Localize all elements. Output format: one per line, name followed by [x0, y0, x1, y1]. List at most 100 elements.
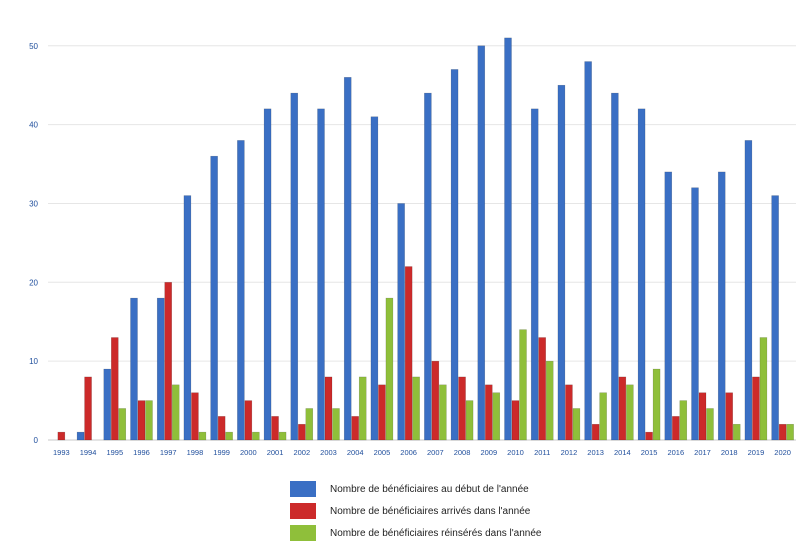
x-tick-label: 1996 [133, 448, 150, 457]
x-tick-label: 2003 [320, 448, 337, 457]
bar-arrives [511, 400, 520, 441]
x-tick-label: 1998 [187, 448, 204, 457]
bar-arrives [431, 360, 440, 441]
legend-item-beneficiaires-reinseres: Nombre de bénéficiaires réinsérés dans l… [290, 522, 630, 544]
legend-swatch-green [290, 525, 316, 541]
bar-reinseres [198, 431, 207, 441]
x-tick-label: 2009 [480, 448, 497, 457]
bar-debut [343, 77, 352, 441]
bar-reinseres [572, 408, 581, 441]
bar-arrives [752, 376, 760, 441]
bar-reinseres [786, 423, 794, 441]
bar-reinseres [492, 392, 501, 441]
x-tick-label: 2013 [587, 448, 604, 457]
bar-debut [530, 108, 539, 441]
legend-label: Nombre de bénéficiaires arrivés dans l'a… [330, 505, 531, 517]
bar-debut [130, 297, 138, 441]
x-tick-label: 2018 [721, 448, 738, 457]
bar-arrives [458, 376, 466, 441]
y-axis-ticks: 0 10 20 30 40 50 [29, 42, 38, 445]
bar-debut [370, 116, 379, 441]
bar-debut [210, 155, 218, 441]
bar-reinseres [225, 431, 233, 441]
bar-arrives [298, 423, 306, 441]
bar-debut [744, 140, 753, 441]
bar-arrives [244, 400, 253, 441]
y-tick-label: 10 [29, 357, 38, 366]
x-tick-label: 2002 [293, 448, 310, 457]
y-tick-label: 0 [34, 436, 39, 445]
bar-reinseres [278, 431, 287, 441]
legend-swatch-red [290, 503, 316, 519]
y-tick-label: 50 [29, 42, 38, 51]
bar-reinseres [385, 297, 394, 441]
bar-debut [76, 431, 85, 441]
bar-debut [450, 69, 459, 441]
bar-reinseres [599, 392, 607, 441]
legend-item-beneficiaires-arrives: Nombre de bénéficiaires arrivés dans l'a… [290, 500, 630, 522]
bar-reinseres [145, 400, 153, 441]
bar-arrives [725, 392, 733, 441]
bar-arrives [111, 337, 119, 441]
x-tick-label: 2017 [694, 448, 711, 457]
x-tick-label: 2000 [240, 448, 257, 457]
bar-reinseres [412, 376, 420, 441]
y-tick-label: 20 [29, 278, 38, 287]
legend-label: Nombre de bénéficiaires réinsérés dans l… [330, 527, 542, 539]
bar-debut [237, 140, 245, 441]
bar-arrives [271, 416, 279, 441]
legend-swatch-blue [290, 481, 316, 497]
bar-reinseres [118, 408, 127, 441]
bar-chart-svg: 0 10 20 30 40 50 1993 1994 1995 1996 1997 1998 1999… [29, 37, 796, 457]
bar-reinseres [332, 408, 340, 441]
x-tick-label: 2014 [614, 448, 631, 457]
x-tick-label: 1993 [53, 448, 70, 457]
bar-arrives [404, 266, 413, 441]
x-tick-label: 1994 [80, 448, 97, 457]
bar-reinseres [358, 376, 367, 441]
legend-label: Nombre de bénéficiaires au début de l'an… [330, 483, 529, 495]
bar-arrives [191, 392, 199, 441]
bar-reinseres [465, 400, 474, 441]
bar-debut [103, 368, 112, 441]
x-tick-label: 2004 [347, 448, 364, 457]
bar-debut [664, 171, 673, 441]
bar-reinseres [305, 408, 314, 441]
bar-reinseres [706, 408, 714, 441]
bar-arrives [672, 416, 680, 441]
bar-debut [317, 108, 325, 441]
bar-reinseres [679, 400, 688, 441]
bar-debut [584, 61, 592, 441]
bar-reinseres [732, 423, 741, 441]
bar-arrives [324, 376, 333, 441]
legend: Nombre de bénéficiaires au début de l'an… [290, 478, 630, 544]
bar-arrives [778, 423, 787, 441]
bar-reinseres [252, 431, 260, 441]
x-axis-ticks: 1993 1994 1995 1996 1997 1998 1999 2000 2001 2002… [53, 448, 791, 457]
bar-arrives [217, 416, 226, 441]
bars [57, 37, 794, 441]
bar-reinseres [545, 360, 554, 441]
bar-debut [424, 92, 432, 441]
bar-arrives [378, 384, 386, 441]
x-tick-label: 2020 [774, 448, 791, 457]
x-tick-label: 1999 [213, 448, 230, 457]
bar-debut [504, 37, 512, 441]
bar-arrives [485, 384, 493, 441]
bar-debut [263, 108, 272, 441]
x-tick-label: 2011 [534, 448, 550, 457]
x-tick-label: 1995 [106, 448, 123, 457]
bar-debut [557, 84, 566, 441]
bar-reinseres [439, 384, 447, 441]
bar-debut [717, 171, 726, 441]
x-tick-label: 2016 [667, 448, 684, 457]
bar-debut [183, 195, 192, 441]
bar-arrives [164, 282, 172, 441]
bar-arrives [565, 384, 573, 441]
bar-debut [397, 203, 405, 441]
y-tick-label: 30 [29, 199, 38, 208]
legend-item-beneficiaires-debut: Nombre de bénéficiaires au début de l'an… [290, 478, 630, 500]
bar-arrives [351, 416, 359, 441]
bar-debut [156, 297, 165, 441]
